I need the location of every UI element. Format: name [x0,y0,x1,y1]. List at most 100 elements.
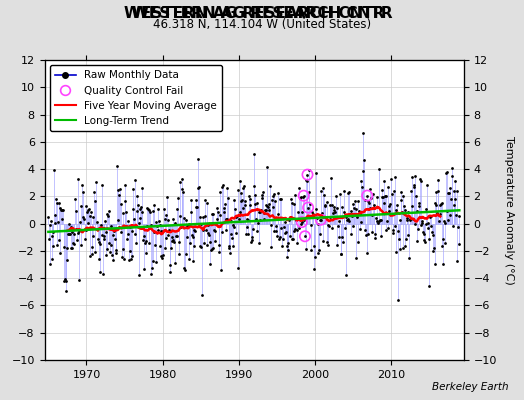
Point [171,220,180,226]
Point [214,249,223,255]
Point [81,226,90,232]
Point [304,204,312,211]
Point [149,202,158,208]
Point [114,187,123,194]
Point [244,231,253,237]
Point [431,200,439,206]
Title: WESTERN AG RESEARCH CNTR: WESTERN AG RESEARCH CNTR [124,6,385,21]
Point [116,200,125,207]
Point [163,194,171,200]
Point [313,215,321,221]
Point [75,227,84,234]
Point [374,220,382,226]
Point [254,240,263,246]
Point [412,208,421,214]
Point [162,212,171,218]
Point [82,203,91,210]
Point [50,220,59,226]
Point [300,192,308,199]
Point [49,229,57,236]
Point [274,211,282,218]
Point [333,242,341,248]
Point [181,251,190,257]
Point [143,223,151,230]
Point [201,213,210,220]
Point [120,256,128,262]
Point [92,179,100,186]
Point [412,193,420,199]
Point [253,228,261,234]
Point [397,197,405,204]
Point [378,194,386,200]
Point [316,216,325,223]
Point [263,202,271,209]
Point [337,233,346,240]
Point [398,209,406,215]
Point [334,218,343,224]
Point [190,227,198,233]
Point [442,170,450,176]
Point [246,202,254,208]
Point [346,211,354,217]
Point [319,238,327,244]
Point [56,250,64,256]
Point [164,217,172,223]
Point [151,219,160,225]
Text: Berkeley Earth: Berkeley Earth [432,382,508,392]
Point [228,235,236,242]
Point [260,216,268,222]
Point [423,182,431,188]
Point [291,226,300,232]
Point [143,205,151,211]
Point [78,182,86,188]
Point [71,208,80,214]
Point [232,229,241,236]
Point [450,188,458,194]
Point [224,195,232,201]
Point [425,236,434,242]
Point [246,196,255,202]
Point [124,218,132,224]
Point [103,211,112,218]
Point [249,182,258,189]
Point [399,192,408,199]
Point [242,230,250,237]
Point [445,190,453,196]
Point [61,276,69,283]
Point [433,177,442,183]
Point [303,172,312,178]
Point [157,228,165,234]
Point [367,195,375,201]
Point [270,228,278,234]
Point [207,247,215,253]
Point [232,214,240,220]
Point [211,238,219,244]
Point [203,200,211,206]
Point [336,191,344,198]
Point [176,178,184,185]
Point [365,200,373,206]
Point [351,204,359,211]
Point [195,213,204,220]
Point [233,186,242,193]
Point [131,230,139,237]
Point [136,206,144,212]
Point [145,207,154,213]
Point [133,193,141,200]
Point [406,216,414,223]
Point [67,245,75,251]
Point [322,215,330,221]
Point [375,166,383,172]
Point [423,220,432,226]
Point [46,260,54,267]
Point [367,229,376,236]
Point [315,246,323,253]
Point [97,182,106,188]
Point [282,228,290,235]
Point [444,190,452,196]
Point [154,227,162,233]
Point [296,195,304,201]
Point [259,189,267,195]
Point [127,256,135,263]
Point [122,222,130,229]
